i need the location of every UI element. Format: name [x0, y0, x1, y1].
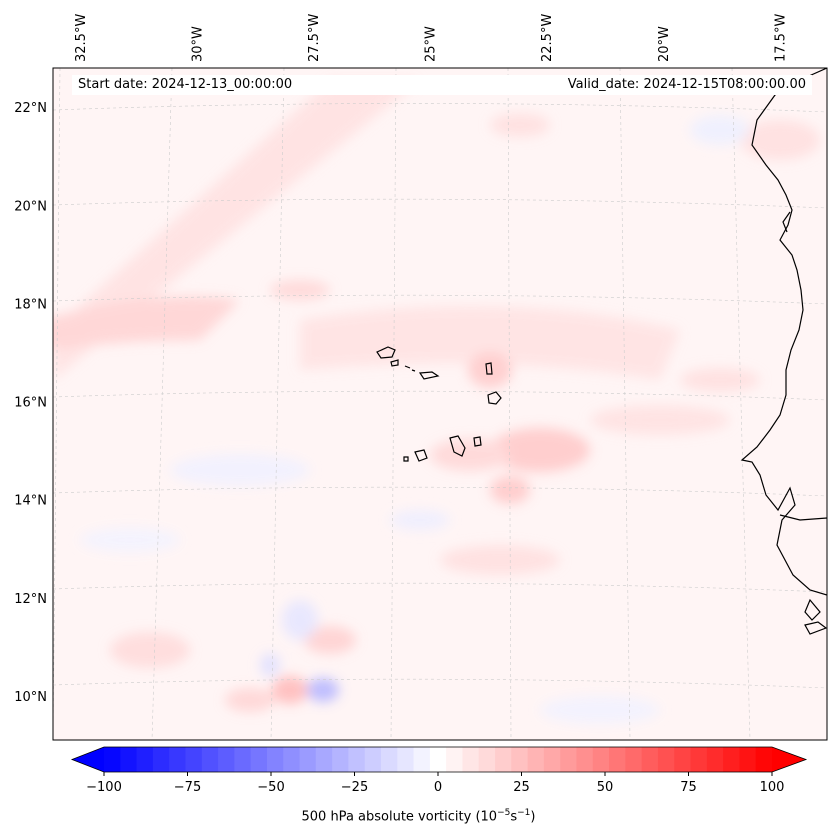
map-frame — [52, 67, 828, 741]
colorbar-segment — [560, 747, 578, 772]
latitude-label: 10°N — [14, 690, 47, 705]
longitude-label: 20°W — [657, 26, 672, 62]
latitude-label: 12°N — [14, 592, 47, 607]
colorbar-label: 500 hPa absolute vorticity (10−5s−1) — [0, 808, 837, 824]
colorbar-label-prefix: 500 hPa absolute vorticity (10 — [301, 809, 498, 825]
colorbar-segment — [462, 747, 480, 772]
colorbar-segment — [527, 747, 545, 772]
colorbar-tick-label: 50 — [597, 780, 614, 795]
colorbar-segment — [169, 747, 187, 772]
colorbar-tick-label: 75 — [680, 780, 697, 795]
island-sao-nicolau — [418, 371, 440, 380]
colorbar-segment — [478, 747, 496, 772]
colorbar-segment — [446, 747, 464, 772]
valid-date-label: Valid_date: 2024-12-15T08:00:00.00 — [532, 75, 812, 95]
colorbar-segment — [609, 747, 626, 772]
latitude-labels: 22°N 20°N 18°N 16°N 14°N 12°N 10°N — [14, 101, 47, 705]
colorbar-segment — [657, 747, 675, 772]
island-boa-vista — [487, 391, 502, 405]
longitude-label: 22.5°W — [540, 14, 555, 62]
colorbar-segment — [201, 747, 219, 772]
colorbar-segment — [380, 747, 398, 772]
longitude-label: 25°W — [424, 26, 439, 62]
colorbar-segment — [104, 747, 121, 772]
colorbar-segment — [348, 747, 366, 772]
colorbar-segment — [315, 747, 333, 772]
colorbar-label-exponent-2: −1 — [517, 808, 531, 818]
colorbar-segment — [641, 747, 659, 772]
colorbar-segment — [543, 747, 561, 772]
colorbar-segment — [674, 747, 692, 772]
colorbar-segment — [332, 747, 349, 772]
colorbar-segment — [429, 747, 447, 772]
island-fogo — [414, 449, 428, 462]
longitude-label: 32.5°W — [74, 14, 89, 62]
colorbar-tick-label: −50 — [257, 780, 284, 795]
island-sal — [485, 362, 493, 375]
colorbar-segment — [152, 747, 170, 772]
colorbar-label-exponent-1: −5 — [497, 808, 511, 818]
start-date-label: Start date: 2024-12-13_00:00:00 — [72, 75, 538, 95]
colorbar-segment — [706, 747, 724, 772]
longitude-label: 30°W — [191, 26, 206, 62]
colorbar-tick-label: 0 — [434, 780, 442, 795]
colorbar-segment — [250, 747, 268, 772]
colorbar-segment — [723, 747, 741, 772]
colorbar-label-suffix: ) — [530, 809, 536, 825]
graticule — [53, 68, 827, 740]
colorbar-segment — [136, 747, 154, 772]
colorbar-segment — [218, 747, 235, 772]
colorbar-segment — [625, 747, 643, 772]
latitude-label: 20°N — [14, 199, 47, 214]
colorbar-segment — [739, 747, 757, 772]
africa-coastline — [740, 68, 827, 596]
colorbar-segment — [413, 747, 431, 772]
longitude-labels: 32.5°W 30°W 27.5°W 25°W 22.5°W 20°W 17.5°W — [74, 14, 788, 62]
map-background — [53, 68, 827, 740]
longitude-label: 27.5°W — [307, 14, 322, 62]
colorbar-extend-low — [72, 747, 104, 772]
colorbar-segment — [576, 747, 594, 772]
colorbar-segment — [397, 747, 415, 772]
island-brava — [403, 456, 409, 462]
colorbar-segment — [755, 747, 773, 772]
colorbar-segment — [364, 747, 382, 772]
island-sao-vicente — [390, 359, 399, 367]
colorbar: −100 −75 −50 −25 0 25 50 75 100 — [70, 746, 808, 795]
colorbar-tick-label: −100 — [86, 780, 122, 795]
colorbar-segment — [120, 747, 138, 772]
colorbar-segment — [690, 747, 708, 772]
colorbar-segment — [185, 747, 203, 772]
colorbar-tick-label: 100 — [760, 780, 785, 795]
island-santo-antao — [376, 346, 396, 359]
coastlines — [376, 68, 827, 635]
colorbar-extend-high — [772, 747, 806, 772]
colorbar-segment — [234, 747, 252, 772]
longitude-label: 17.5°W — [773, 14, 788, 62]
colorbar-tick-label: −25 — [341, 780, 368, 795]
colorbar-label-unit: s — [510, 809, 518, 825]
colorbar-segment — [592, 747, 610, 772]
colorbar-segment — [495, 747, 512, 772]
colorbar-segment — [266, 747, 284, 772]
colorbar-tick-label: −75 — [174, 780, 201, 795]
colorbar-tick-label: 25 — [513, 780, 530, 795]
latitude-label: 18°N — [14, 297, 47, 312]
island-santiago — [449, 435, 466, 457]
colorbar-segment — [283, 747, 301, 772]
latitude-label: 22°N — [14, 101, 47, 116]
colorbar-segment — [299, 747, 317, 772]
latitude-label: 14°N — [14, 494, 47, 509]
colorbar-segment — [511, 747, 529, 772]
island-maio — [473, 436, 482, 447]
latitude-label: 16°N — [14, 396, 47, 411]
